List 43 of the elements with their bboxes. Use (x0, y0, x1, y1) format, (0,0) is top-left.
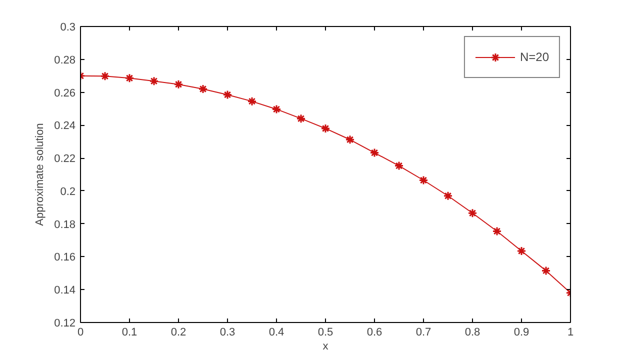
point (516, 246, 526, 256)
point (296, 114, 306, 124)
point (149, 76, 159, 86)
y-tick-label: 0.12 (54, 318, 76, 330)
y-axis-title: Approximate solution (34, 123, 46, 226)
point (443, 191, 453, 201)
x-tick-label: 0.7 (416, 326, 432, 338)
y-tick-label: 0.28 (54, 54, 76, 66)
point (370, 148, 380, 158)
x-tick-label: 0.1 (122, 326, 138, 338)
legend-label: N=20 (520, 50, 549, 64)
x-tick-label: 0.6 (366, 326, 382, 338)
x-tick-label: 0.9 (514, 326, 530, 338)
x-tick-label: 0.5 (318, 326, 334, 338)
point (100, 71, 110, 81)
y-tick-label: 0.16 (54, 252, 76, 264)
x-tick-label: 0.4 (268, 326, 284, 338)
point (468, 208, 478, 218)
point (541, 266, 551, 276)
y-tick-label: 0.18 (54, 218, 76, 231)
y-tick-label: 0.3 (60, 22, 76, 34)
y-tick-label: 0.2 (60, 186, 76, 198)
x-axis-title: x (322, 340, 329, 352)
point (124, 73, 134, 83)
x-tick-label: 0 (77, 326, 84, 338)
point (345, 134, 355, 144)
x-tick-label: 0.8 (464, 326, 480, 338)
point (394, 161, 404, 171)
x-tick-label: 0.2 (170, 326, 186, 338)
x-tick-label: 0.3 (220, 326, 236, 338)
point (247, 96, 257, 106)
point (174, 80, 184, 90)
y-tick-label: 0.14 (54, 284, 76, 297)
point (320, 124, 330, 134)
point (418, 176, 428, 186)
x-tick-label: 1 (567, 326, 574, 338)
point (198, 84, 208, 94)
y-tick-label: 0.26 (54, 87, 76, 100)
point (222, 90, 232, 100)
y-tick-label: 0.22 (54, 153, 76, 166)
point (492, 226, 502, 236)
point (272, 104, 282, 114)
y-tick-label: 0.24 (54, 120, 76, 132)
